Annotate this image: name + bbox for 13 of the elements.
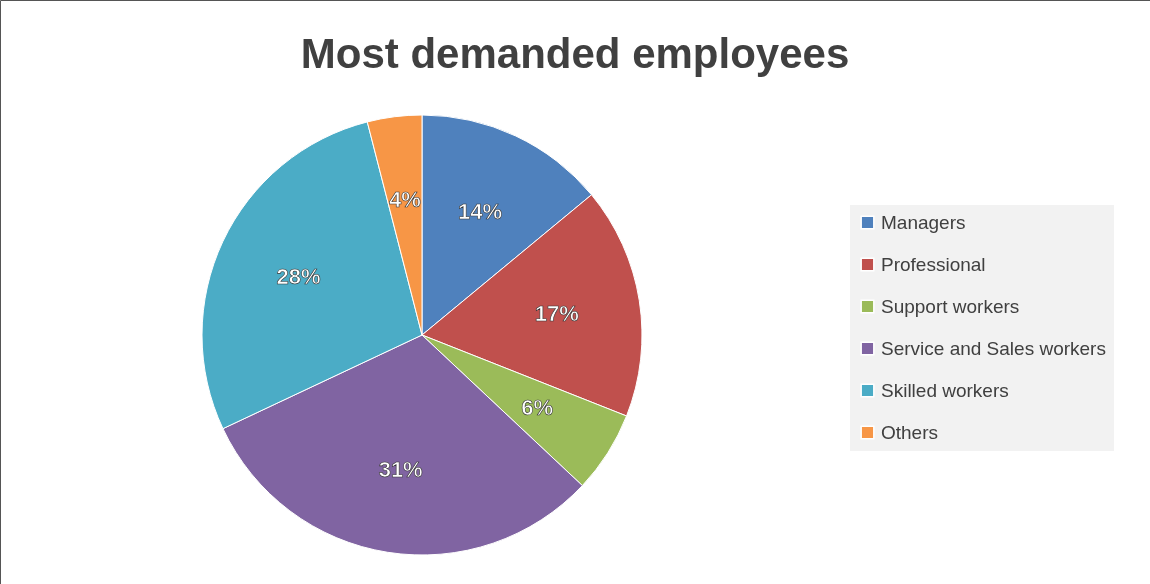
data-label: 28% bbox=[276, 263, 321, 289]
legend-label: Service and Sales workers bbox=[881, 337, 1106, 359]
data-label: 4% bbox=[389, 186, 421, 212]
legend-label: Managers bbox=[881, 211, 966, 233]
legend-label: Others bbox=[881, 421, 939, 443]
data-label: 6% bbox=[521, 395, 554, 421]
chart-title: Most demanded employees bbox=[300, 30, 850, 77]
data-label: 17% bbox=[534, 300, 579, 326]
data-label: 31% bbox=[378, 456, 423, 482]
data-label: 14% bbox=[458, 198, 503, 224]
legend-label: Skilled workers bbox=[881, 379, 1009, 401]
legend-label: Support workers bbox=[881, 295, 1020, 317]
legend-label: Professional bbox=[881, 253, 986, 275]
